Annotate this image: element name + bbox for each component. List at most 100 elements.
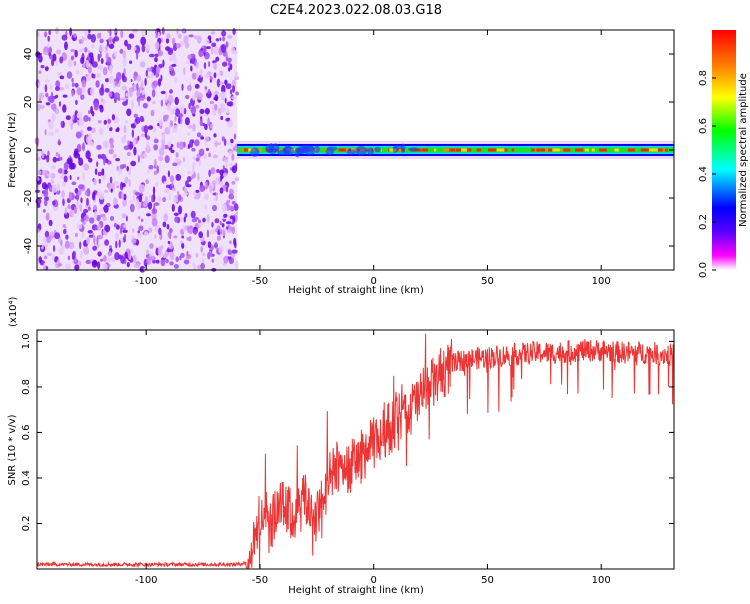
noise-speckle xyxy=(204,89,208,94)
noise-speckle xyxy=(77,176,80,180)
noise-speckle xyxy=(122,75,127,83)
noise-speckle xyxy=(41,150,45,159)
noise-speckle xyxy=(109,65,113,75)
noise-speckle xyxy=(148,164,154,170)
noise-speckle xyxy=(78,39,83,44)
noise-speckle xyxy=(225,41,229,48)
noise-speckle xyxy=(61,190,65,199)
noise-speckle xyxy=(150,72,154,79)
noise-speckle xyxy=(209,185,213,193)
noise-speckle xyxy=(215,142,221,146)
noise-speckle xyxy=(78,184,84,190)
noise-speckle xyxy=(226,107,230,114)
noise-speckle xyxy=(104,49,109,54)
noise-speckle xyxy=(167,240,171,245)
snr-y-multiplier: (x10⁴) xyxy=(8,296,19,327)
noise-speckle xyxy=(124,39,128,47)
noise-speckle xyxy=(193,264,196,271)
noise-speckle xyxy=(206,229,210,238)
noise-speckle xyxy=(141,30,145,37)
noise-speckle xyxy=(62,224,66,228)
noise-speckle xyxy=(106,256,112,262)
noise-speckle xyxy=(166,224,170,230)
noise-speckle xyxy=(220,104,225,112)
noise-speckle xyxy=(55,27,59,35)
noise-speckle xyxy=(200,262,206,270)
noise-speckle xyxy=(97,120,102,124)
noise-speckle xyxy=(169,120,174,127)
noise-speckle xyxy=(144,132,147,138)
noise-speckle xyxy=(194,139,200,147)
noise-speckle xyxy=(206,147,209,152)
noise-speckle xyxy=(93,210,98,220)
noise-speckle xyxy=(51,113,56,122)
noise-speckle xyxy=(171,187,176,192)
noise-speckle xyxy=(215,38,220,42)
noise-speckle xyxy=(42,236,47,243)
noise-speckle xyxy=(104,224,111,233)
spectrogram-x-tick-label: -100 xyxy=(135,276,158,287)
noise-speckle xyxy=(194,217,199,220)
noise-speckle xyxy=(120,226,123,235)
noise-speckle xyxy=(219,81,225,85)
band-peak xyxy=(422,148,429,152)
noise-speckle xyxy=(148,227,153,233)
noise-speckle xyxy=(228,150,234,155)
noise-speckle xyxy=(107,250,112,257)
spectrogram-y-tick-label: -20 xyxy=(23,190,34,206)
noise-speckle xyxy=(51,165,56,170)
spectrogram-x-tick-label: -50 xyxy=(252,276,268,287)
noise-speckle xyxy=(195,189,200,193)
band-bump xyxy=(392,146,398,153)
noise-speckle xyxy=(174,76,178,84)
noise-speckle xyxy=(120,255,126,264)
noise-speckle xyxy=(158,227,162,235)
band-bump xyxy=(283,146,295,156)
noise-speckle xyxy=(63,161,69,171)
noise-speckle xyxy=(55,80,61,88)
noise-speckle xyxy=(60,245,67,250)
noise-speckle xyxy=(226,186,228,193)
noise-speckle xyxy=(183,192,189,196)
noise-speckle xyxy=(97,261,101,270)
noise-speckle xyxy=(121,182,126,188)
band-peak xyxy=(449,148,456,152)
noise-speckle xyxy=(195,252,199,258)
noise-speckle xyxy=(129,60,133,64)
noise-speckle xyxy=(231,96,237,100)
noise-speckle xyxy=(132,138,136,147)
noise-speckle xyxy=(195,62,199,69)
colorbar-ticks: 0.0 0.2 0.4 0.6 0.8 xyxy=(698,70,716,278)
noise-speckle xyxy=(58,101,62,107)
noise-speckle xyxy=(174,96,179,106)
noise-speckle xyxy=(93,178,97,186)
noise-speckle xyxy=(92,191,96,201)
noise-speckle xyxy=(48,219,53,227)
noise-speckle xyxy=(220,115,224,121)
noise-speckle xyxy=(70,55,75,61)
noise-speckle xyxy=(225,221,232,225)
noise-speckle xyxy=(82,221,86,225)
noise-speckle xyxy=(73,206,78,215)
noise-speckle xyxy=(146,96,151,102)
noise-speckle xyxy=(157,195,162,203)
noise-speckle xyxy=(120,136,127,144)
noise-speckle xyxy=(70,123,73,130)
noise-speckle xyxy=(114,232,119,240)
noise-speckle xyxy=(221,84,226,94)
noise-speckle xyxy=(88,217,95,224)
snr-panel: -100 -50 0 50 100 0.2 0.4 0.6 0.8 1.0 Height of … xyxy=(7,296,675,596)
noise-speckle xyxy=(231,180,236,185)
noise-speckle xyxy=(116,127,120,132)
noise-speckle xyxy=(227,249,232,256)
noise-speckle xyxy=(173,212,179,216)
noise-speckle xyxy=(191,174,194,180)
noise-speckle xyxy=(219,92,221,98)
noise-speckle xyxy=(87,230,93,234)
snr-x-label: Height of straight line (km) xyxy=(288,585,424,596)
noise-speckle xyxy=(55,86,60,92)
noise-speckle xyxy=(67,255,71,261)
noise-speckle xyxy=(83,36,88,41)
noise-speckle xyxy=(98,128,104,136)
noise-speckle xyxy=(225,160,228,168)
